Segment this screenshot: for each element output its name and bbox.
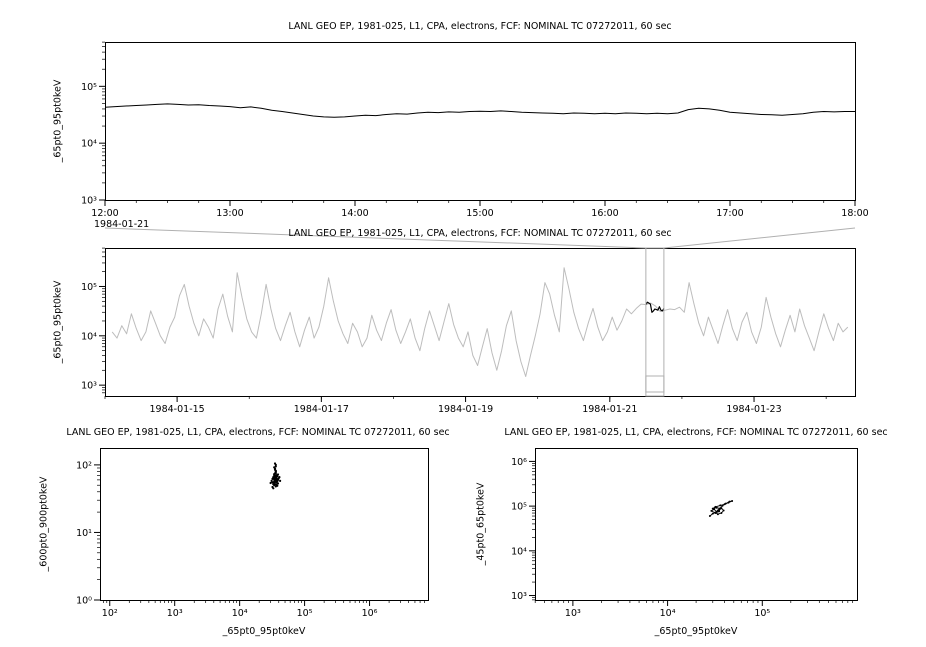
plot-box bbox=[105, 248, 856, 397]
axes-ticks: 10³ 10⁴ 10⁵ 1984-01-15 1984-01-17 1984-01-19 1… bbox=[81, 247, 827, 415]
y-tick-label: 10⁵ bbox=[511, 502, 527, 513]
x-tick-label: 10⁵ bbox=[297, 608, 313, 619]
y-axis-label: _65pt0_95pt0keV bbox=[52, 280, 64, 364]
panel-context-timeseries[interactable]: 10³ 10⁴ 10⁵ 1984-01-15 1984-01-17 1984-01-19 1… bbox=[81, 247, 856, 415]
x-tick-label: 18:00 bbox=[841, 208, 868, 219]
y-tick-label: 10⁴ bbox=[511, 546, 527, 557]
panel-title: LANL GEO EP, 1981-025, L1, CPA, electron… bbox=[288, 21, 672, 32]
panel-zoom-timeseries[interactable]: 10³ 10⁴ 10⁵ 12:00 13:00 14:00 15:00 16:00 17:00 1… bbox=[81, 41, 869, 219]
panel-scatter-600-900[interactable]: 10⁰ 10¹ 10² 10² 10³ 10⁴ 10⁵ 10⁶ bbox=[76, 448, 429, 620]
plot-box bbox=[105, 42, 856, 201]
time-range-selection-box[interactable] bbox=[645, 247, 665, 397]
panel-title: LANL GEO EP, 1981-025, L1, CPA, electron… bbox=[66, 427, 450, 438]
plot-box bbox=[100, 448, 429, 601]
y-axis-label: _600pt0_900pt0keV bbox=[38, 476, 50, 572]
y-tick-label: 10⁴ bbox=[81, 331, 97, 342]
x-axis-context-date: 1984-01-21 bbox=[94, 219, 150, 230]
x-tick-label: 10⁶ bbox=[362, 608, 378, 619]
x-tick-label: 10⁴ bbox=[232, 608, 248, 619]
x-tick-label: 16:00 bbox=[591, 208, 618, 219]
y-axis-label: _65pt0_95pt0keV bbox=[52, 79, 64, 163]
y-tick-label: 10² bbox=[76, 460, 92, 471]
x-axis-label: _65pt0_95pt0keV bbox=[222, 626, 306, 637]
selection-drag-handle[interactable] bbox=[645, 375, 665, 393]
x-tick-label: 1984-01-15 bbox=[150, 404, 205, 415]
zoom-connector-left bbox=[104, 227, 646, 249]
series-electron-flux-65-95keV bbox=[105, 103, 855, 118]
x-tick-label: 10² bbox=[102, 608, 118, 619]
y-tick-label: 10⁴ bbox=[81, 139, 97, 150]
series-selected-interval-black bbox=[645, 301, 665, 313]
axes-ticks: 10⁰ 10¹ 10² 10² 10³ 10⁴ 10⁵ 10⁶ bbox=[76, 460, 425, 619]
x-tick-label: 10³ bbox=[167, 608, 183, 619]
x-tick-label: 17:00 bbox=[716, 208, 743, 219]
zoom-connector-right bbox=[663, 227, 856, 249]
x-tick-label: 12:00 bbox=[91, 208, 118, 219]
x-tick-label: 10⁵ bbox=[754, 608, 770, 619]
y-tick-label: 10⁰ bbox=[76, 596, 92, 607]
series-context-flux-gray bbox=[111, 267, 849, 377]
x-tick-label: 14:00 bbox=[341, 208, 368, 219]
y-tick-label: 10⁵ bbox=[81, 282, 97, 293]
time-range-selection[interactable] bbox=[104, 227, 856, 397]
y-tick-label: 10³ bbox=[81, 196, 97, 207]
panel-title: LANL GEO EP, 1981-025, L1, CPA, electron… bbox=[504, 427, 888, 438]
x-tick-label: 10³ bbox=[565, 608, 581, 619]
x-axis-label: _65pt0_95pt0keV bbox=[654, 626, 738, 637]
y-axis-label: _45pt0_65pt0keV bbox=[475, 482, 487, 566]
y-tick-label: 10³ bbox=[511, 591, 527, 602]
y-tick-label: 10³ bbox=[81, 381, 97, 392]
panel-scatter-45-65[interactable]: 10³ 10⁴ 10⁵ 10⁶ 10³ 10⁴ 10⁵ bbox=[511, 448, 858, 620]
x-tick-label: 1984-01-17 bbox=[294, 404, 349, 415]
y-tick-label: 10¹ bbox=[76, 528, 92, 539]
y-tick-label: 10⁵ bbox=[81, 82, 97, 93]
x-tick-label: 1984-01-19 bbox=[438, 404, 493, 415]
series-flux-correlation-points bbox=[269, 462, 282, 490]
x-tick-label: 1984-01-21 bbox=[582, 404, 637, 415]
plot-box bbox=[535, 448, 858, 601]
axes-ticks: 10³ 10⁴ 10⁵ 10⁶ 10³ 10⁴ 10⁵ bbox=[511, 457, 854, 619]
panel-title: LANL GEO EP, 1981-025, L1, CPA, electron… bbox=[288, 228, 672, 239]
x-tick-label: 1984-01-23 bbox=[726, 404, 781, 415]
x-tick-label: 15:00 bbox=[466, 208, 493, 219]
x-tick-label: 13:00 bbox=[216, 208, 243, 219]
x-tick-label: 10⁴ bbox=[660, 608, 676, 619]
axes-ticks: 10³ 10⁴ 10⁵ 12:00 13:00 14:00 15:00 16:00 17:00 1… bbox=[81, 41, 869, 219]
series-flux-correlation-curve bbox=[708, 500, 734, 517]
y-tick-label: 10⁶ bbox=[511, 457, 527, 468]
